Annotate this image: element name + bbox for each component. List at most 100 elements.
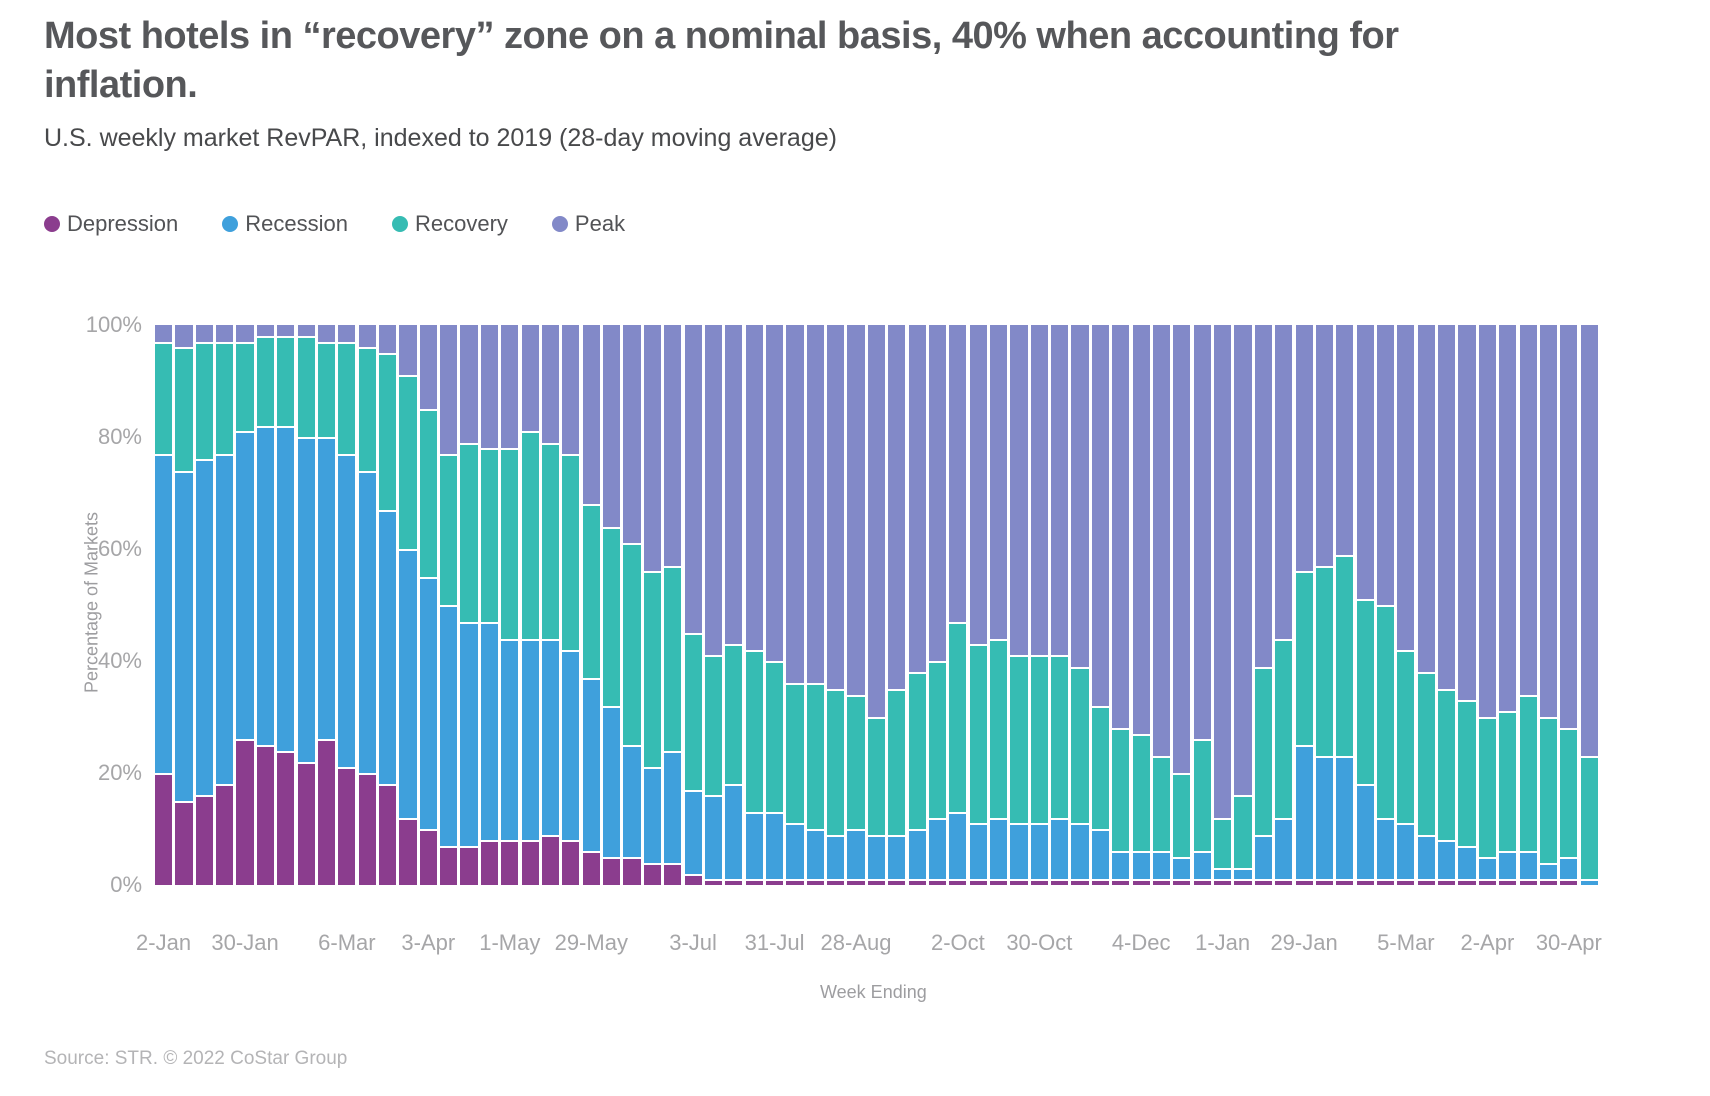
segment-peak bbox=[1152, 325, 1171, 757]
bar-week-8-May bbox=[521, 325, 539, 885]
segment-recession bbox=[1010, 823, 1028, 880]
bar-week-12-Mar bbox=[1417, 325, 1435, 885]
segment-recession bbox=[338, 453, 356, 768]
segment-depression bbox=[1091, 879, 1109, 885]
segment-recovery bbox=[1132, 733, 1150, 852]
segment-recession bbox=[1315, 756, 1334, 880]
segment-recovery bbox=[1580, 756, 1598, 880]
segment-recession bbox=[399, 548, 417, 818]
segment-recession bbox=[725, 784, 743, 880]
segment-depression bbox=[1234, 879, 1252, 885]
segment-recession bbox=[1336, 756, 1354, 880]
y-tick-label: 60% bbox=[97, 536, 142, 561]
segment-recovery bbox=[1438, 689, 1456, 841]
bar-week-21-Aug bbox=[827, 325, 845, 885]
segment-recovery bbox=[623, 543, 641, 745]
segment-depression bbox=[480, 840, 499, 885]
bar-week-27-Nov bbox=[1112, 325, 1130, 885]
segment-peak bbox=[1010, 325, 1028, 656]
segment-depression bbox=[888, 879, 906, 885]
segment-recession bbox=[806, 828, 824, 880]
bar-week-18-Sep bbox=[908, 325, 926, 885]
bar-week-19-Jun bbox=[643, 325, 661, 885]
bar-week-15-Jan bbox=[1254, 325, 1272, 885]
segment-peak bbox=[765, 325, 784, 661]
segment-peak bbox=[358, 325, 376, 348]
segment-recovery bbox=[297, 336, 315, 437]
segment-depression bbox=[1315, 879, 1334, 885]
segment-recovery bbox=[582, 504, 600, 678]
segment-recovery bbox=[1356, 599, 1374, 785]
segment-peak bbox=[1458, 325, 1476, 701]
legend-label: Peak bbox=[574, 211, 626, 236]
segment-peak bbox=[338, 325, 356, 342]
segment-depression bbox=[1336, 879, 1354, 885]
segment-recession bbox=[745, 812, 763, 880]
segment-peak bbox=[419, 325, 437, 409]
segment-recession bbox=[195, 459, 213, 796]
segment-recession bbox=[256, 425, 274, 745]
segment-depression bbox=[1010, 879, 1028, 885]
x-tick-label: 2-Apr bbox=[1460, 930, 1515, 955]
segment-recovery bbox=[1519, 694, 1537, 852]
segment-peak bbox=[908, 325, 926, 673]
segment-peak bbox=[1499, 325, 1517, 712]
segment-depression bbox=[847, 879, 865, 885]
segment-recovery bbox=[155, 341, 173, 454]
segment-peak bbox=[501, 325, 519, 449]
segment-recovery bbox=[1539, 717, 1558, 863]
segment-depression bbox=[928, 879, 947, 885]
bar-week-15-May bbox=[541, 325, 560, 885]
segment-recession bbox=[440, 604, 458, 846]
y-tick-label: 100% bbox=[85, 312, 142, 337]
x-tick-label: 29-May bbox=[554, 930, 628, 955]
segment-recovery bbox=[1275, 638, 1293, 818]
segment-recession bbox=[949, 812, 967, 880]
x-tick-label: 30-Jan bbox=[211, 930, 279, 955]
bar-week-10-Apr bbox=[440, 325, 458, 885]
x-tick-label: 30-Oct bbox=[1006, 930, 1073, 955]
segment-peak bbox=[582, 325, 600, 505]
segment-recession bbox=[317, 436, 336, 740]
bar-week-24-Jul bbox=[745, 325, 763, 885]
segment-recovery bbox=[379, 353, 397, 510]
y-tick-label: 0% bbox=[110, 872, 142, 897]
segment-depression bbox=[990, 879, 1008, 885]
segment-recession bbox=[501, 638, 519, 841]
segment-peak bbox=[541, 325, 560, 443]
segment-recovery bbox=[440, 453, 458, 605]
segment-peak bbox=[1275, 325, 1293, 639]
bar-week-13-Feb bbox=[277, 325, 295, 885]
x-tick-label: 3-Apr bbox=[401, 930, 456, 955]
y-tick-label: 40% bbox=[97, 648, 142, 673]
bar-week-27-Mar bbox=[399, 325, 417, 885]
bar-week-16-Apr bbox=[1519, 325, 1537, 885]
segment-recovery bbox=[1112, 728, 1130, 852]
segment-depression bbox=[460, 845, 478, 885]
segment-recovery bbox=[745, 649, 763, 813]
segment-recovery bbox=[704, 655, 723, 796]
segment-recovery bbox=[277, 336, 295, 426]
segment-depression bbox=[582, 851, 600, 885]
segment-peak bbox=[1580, 325, 1598, 757]
segment-depression bbox=[603, 856, 621, 885]
segment-depression bbox=[541, 834, 560, 885]
segment-recovery bbox=[1336, 554, 1354, 757]
segment-peak bbox=[1376, 325, 1395, 605]
bar-week-3-Jul bbox=[684, 325, 702, 885]
segment-depression bbox=[1560, 879, 1578, 885]
segment-depression bbox=[399, 817, 417, 885]
segment-peak bbox=[664, 325, 682, 566]
segment-recovery bbox=[1071, 666, 1089, 824]
segment-recovery bbox=[928, 661, 947, 818]
segment-recession bbox=[1173, 857, 1191, 880]
segment-peak bbox=[623, 325, 641, 544]
segment-depression bbox=[786, 879, 804, 885]
segment-recovery bbox=[256, 336, 274, 426]
bar-week-20-Feb bbox=[297, 325, 315, 885]
segment-recession bbox=[236, 431, 254, 740]
segment-recovery bbox=[888, 689, 906, 835]
segment-peak bbox=[603, 325, 621, 527]
segment-recovery bbox=[1315, 565, 1334, 757]
legend-item-recession: Recession bbox=[222, 211, 348, 237]
